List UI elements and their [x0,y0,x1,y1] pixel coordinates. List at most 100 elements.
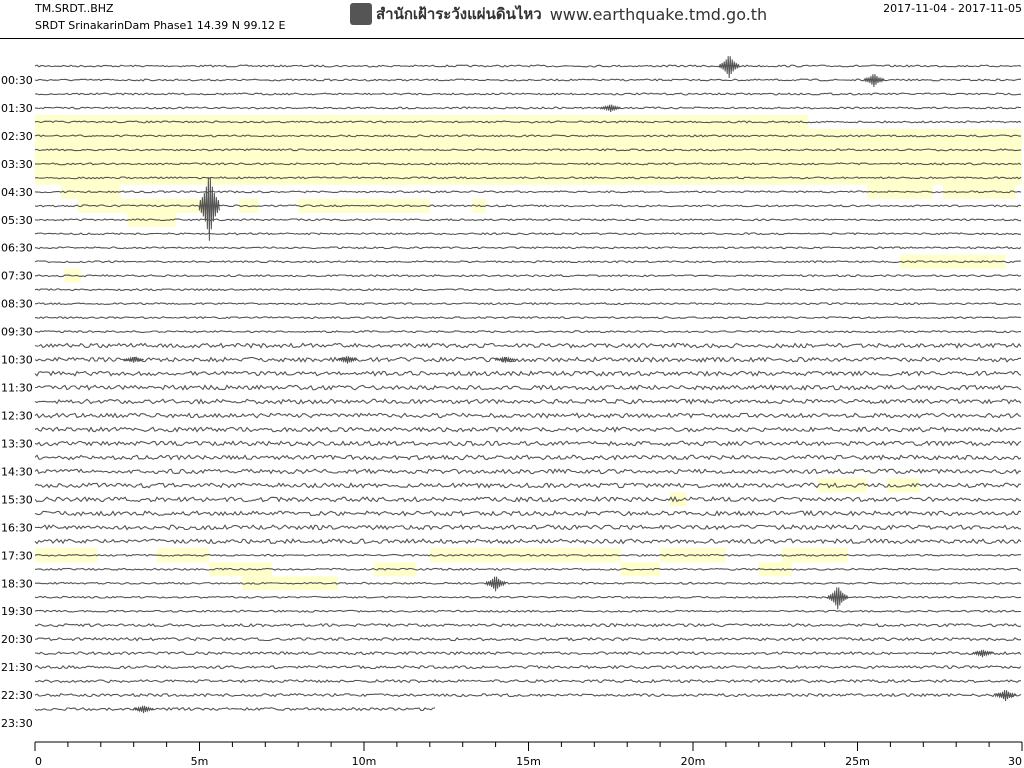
seismic-trace [34,356,1021,363]
seismic-trace [34,454,1022,461]
x-tick-label: 30 [1008,755,1022,768]
time-label: 17:30 [1,549,33,562]
seismic-trace [35,384,1022,391]
time-label: 22:30 [1,689,33,702]
time-label: 10:30 [1,354,33,367]
time-label: 00:30 [1,74,33,87]
seismic-trace [34,664,1022,670]
seismic-trace [34,692,1022,698]
seismic-trace [34,524,1022,531]
seismic-trace [34,64,1022,68]
x-tick-label: 20m [681,755,706,768]
seismic-trace [34,148,1022,152]
seismic-trace [34,370,1022,377]
seismic-trace [34,581,1022,585]
time-label: 14:30 [1,465,33,478]
seismic-trace [34,134,1021,138]
seismic-trace [34,426,1022,433]
seismic-trace [34,567,1021,571]
seismic-event [863,74,885,88]
seismic-trace [34,92,1021,96]
seismic-event [718,56,740,79]
x-tick-label: 5m [191,755,209,768]
seismic-trace [34,468,1022,475]
gap-highlight [943,184,1016,199]
time-label: 04:30 [1,186,33,199]
seismic-trace [34,78,1022,82]
seismic-trace [34,232,1022,236]
x-tick-label: 15m [516,755,541,768]
station-description: SRDT SrinakarinDam Phase1 14.39 N 99.12 … [35,19,286,32]
seismic-trace [34,595,1022,599]
seismic-trace [34,106,1022,110]
time-label: 12:30 [1,410,33,423]
seismic-trace [34,342,1022,349]
time-label: 23:30 [1,717,33,730]
seismic-trace [34,623,1022,628]
seismic-trace [34,495,1022,503]
seismic-trace [34,609,1021,613]
seismic-event [133,705,154,714]
time-label: 20:30 [1,633,33,646]
time-label: 11:30 [1,382,33,395]
seismic-event [995,690,1016,702]
seismic-trace [34,274,1022,278]
seismic-trace [34,706,436,712]
seismic-event [972,649,993,658]
seismic-trace [34,120,1022,124]
seismic-trace [34,288,1022,292]
seismic-event [485,576,507,592]
time-label: 21:30 [1,661,33,674]
time-label: 19:30 [1,605,33,618]
time-label: 05:30 [1,214,33,227]
seismic-event [827,587,849,610]
seismic-trace [34,553,1021,557]
seismic-trace [34,538,1022,545]
seismograph-icon [350,3,372,25]
agency-logo: สำนักเฝ้าระวังแผ่นดินไหว www.earthquake.… [350,2,767,26]
seismic-event [123,356,145,363]
top-border [0,38,1024,39]
seismic-trace [34,176,1022,180]
time-label: 02:30 [1,130,33,143]
date-range: 2017-11-04 - 2017-11-05 [883,2,1022,15]
seismic-trace [35,162,1022,166]
seismic-trace [34,637,1022,642]
time-label: 03:30 [1,158,33,171]
gap-highlight [669,492,687,507]
seismic-trace [34,482,1022,489]
time-label: 06:30 [1,242,33,255]
organization-name: สำนักเฝ้าระวังแผ่นดินไหว [376,5,542,23]
seismic-trace [34,330,1022,334]
seismic-trace [34,218,1021,222]
gap-highlight [900,254,1006,269]
time-label: 07:30 [1,270,33,283]
x-tick-label: 10m [352,755,377,768]
time-label: 08:30 [1,298,33,311]
seismic-event [600,104,622,112]
seismic-trace [34,412,1022,419]
seismic-trace [34,440,1022,447]
seismic-trace [34,260,1022,264]
gap-highlight [238,198,259,213]
time-label: 09:30 [1,326,33,339]
gap-highlight [127,212,177,227]
seismic-trace [34,651,1022,656]
x-tick-label: 0 [35,755,42,768]
seismic-trace [35,302,1022,306]
seismic-event [198,177,220,241]
seismic-trace [34,316,1022,320]
time-label: 01:30 [1,102,33,115]
station-code: TM.SRDT..BHZ [35,2,114,15]
seismic-trace [34,398,1022,405]
seismic-trace [34,190,1022,194]
seismic-trace [34,510,1022,517]
seismic-trace [34,246,1022,250]
time-label: 18:30 [1,577,33,590]
time-label: 15:30 [1,493,33,506]
time-label: 13:30 [1,437,33,450]
seismic-event [337,356,358,364]
time-label: 16:30 [1,521,33,534]
